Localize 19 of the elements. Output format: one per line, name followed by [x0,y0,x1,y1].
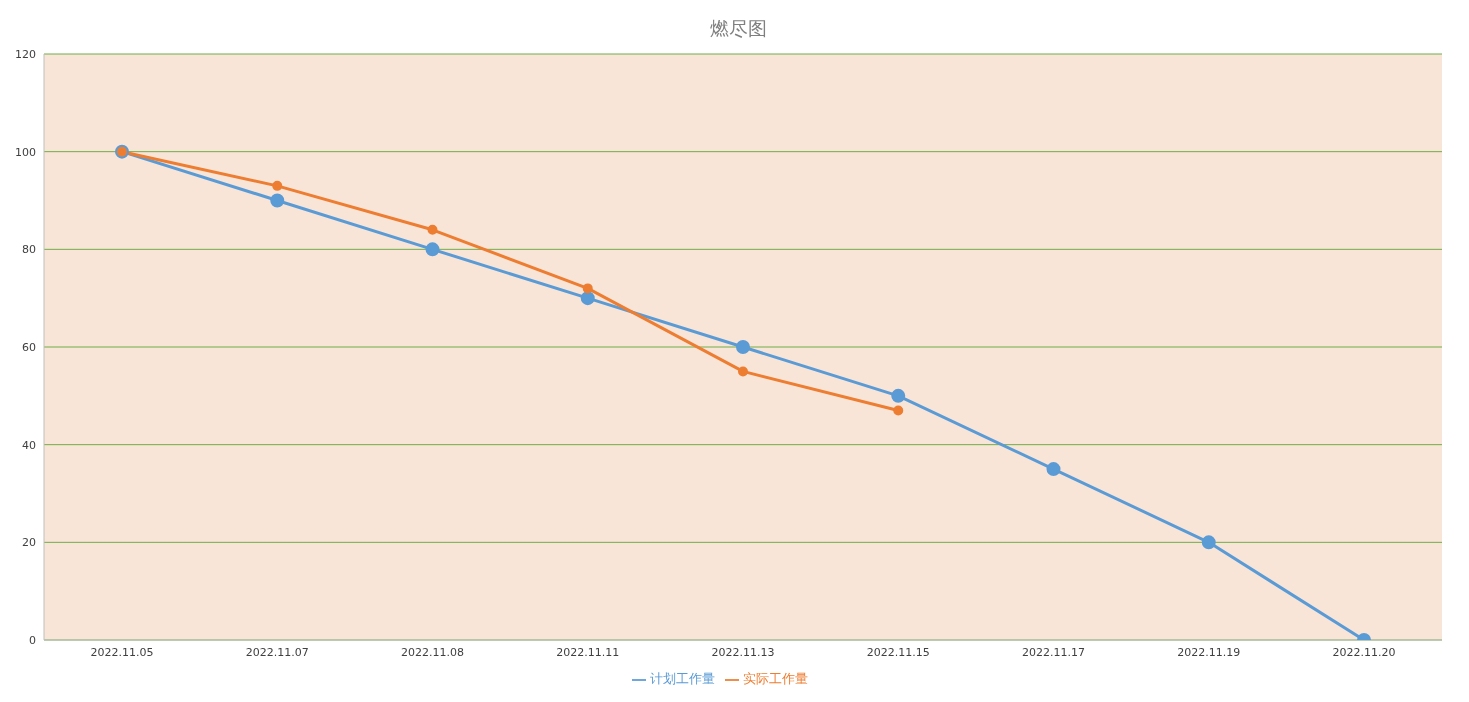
x-tick-label: 2022.11.20 [1332,645,1396,659]
legend-label: 实际工作量 [743,671,808,686]
y-tick-label: 20 [22,536,36,550]
y-tick-label: 0 [29,633,36,647]
chart-title: 燃尽图 [708,16,768,41]
x-tick-label: 2022.11.19 [1177,645,1241,659]
x-tick-label: 2022.11.05 [90,645,154,659]
y-tick-label: 100 [15,145,36,159]
x-tick-label: 2022.11.11 [556,645,620,659]
x-tick-label: 2022.11.15 [866,645,930,659]
y-tick-label: 40 [22,438,36,452]
y-tick-label: 60 [22,340,36,354]
x-tick-label: 2022.11.13 [711,645,775,659]
x-tick-label: 2022.11.08 [401,645,464,659]
y-tick-label: 120 [15,47,36,61]
legend-label: 计划工作量 [650,671,715,686]
y-tick-label: 80 [22,243,36,257]
x-tick-label: 2022.11.07 [245,645,309,659]
x-tick-label: 2022.11.17 [1022,645,1085,659]
